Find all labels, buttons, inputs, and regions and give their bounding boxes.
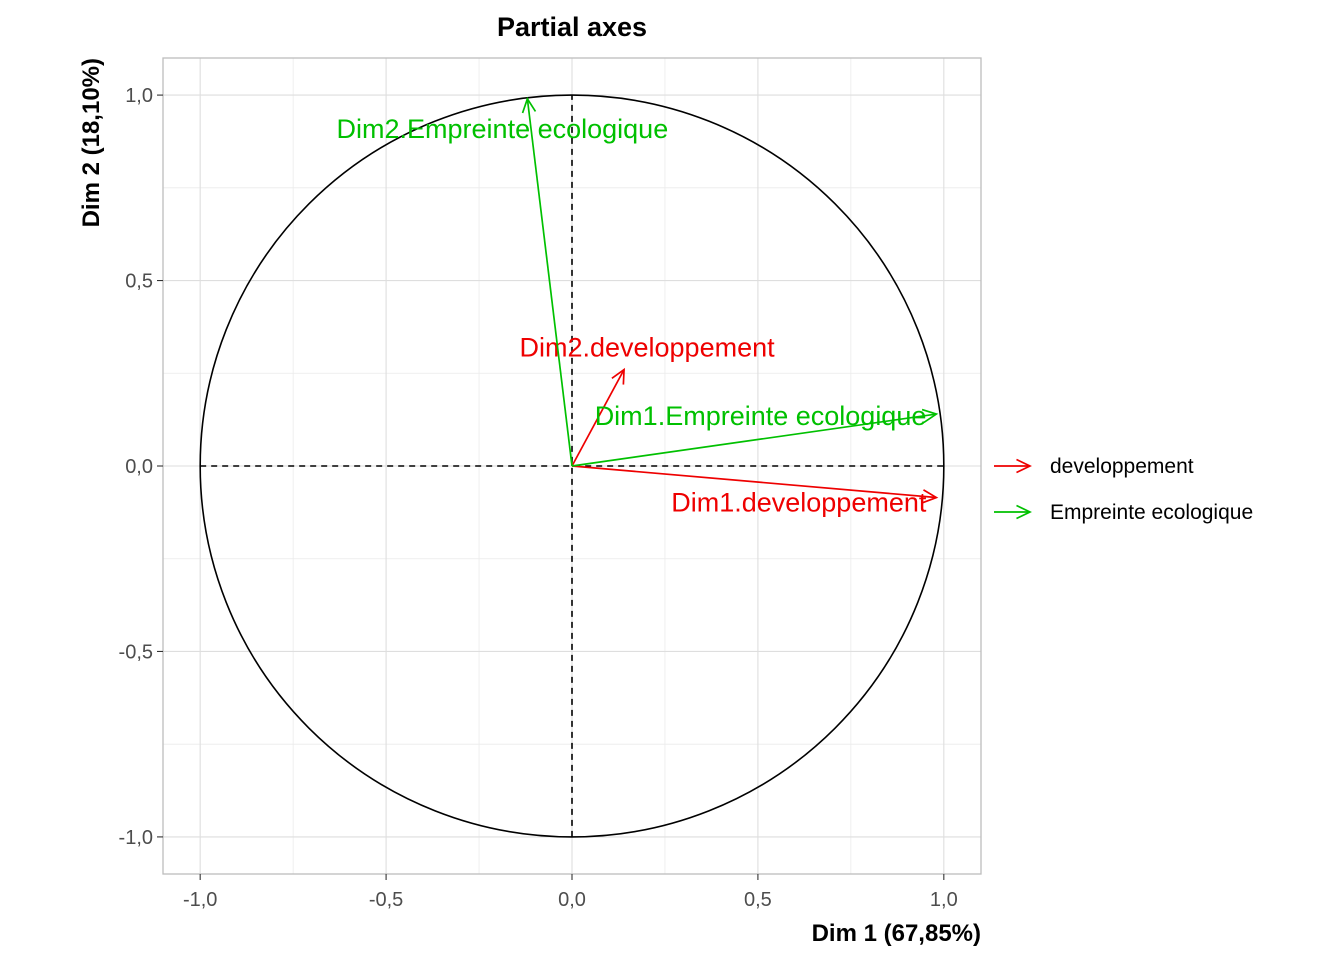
x-tick-label: 0,0: [558, 889, 586, 911]
vector-arrow-head: [521, 96, 537, 114]
vector-label: Dim1.developpement: [671, 488, 927, 518]
vector-label: Dim2.developpement: [519, 333, 775, 363]
x-tick-label: -1,0: [183, 889, 217, 911]
axis-ticks: -1,0 -0,5 0,0 0,5 1,0 -1,0 -0,5 0,0 0,5 1,0: [119, 85, 958, 911]
vector-arrow-shaft: [571, 369, 625, 467]
y-tick-label: -0,5: [119, 641, 153, 663]
legend-label: Empreinte ecologique: [1050, 501, 1253, 524]
x-axis-title: Dim 1 (67,85%): [812, 920, 981, 947]
legend: developpement Empreinte ecologique: [994, 455, 1253, 524]
vector-arrow-shaft: [571, 465, 937, 499]
y-tick-label: 0,0: [125, 456, 153, 478]
vector-arrow-head: [611, 367, 625, 385]
y-tick-label: -1,0: [119, 827, 153, 849]
legend-key-arrow-head: [1016, 504, 1032, 520]
legend-key-arrow: [994, 504, 1032, 520]
legend-key-arrow-head: [1016, 458, 1032, 474]
vector-label: Dim1.Empreinte ecologique: [595, 401, 927, 431]
vector-label: Dim2.Empreinte ecologique: [337, 114, 669, 144]
vector-arrow: [571, 408, 939, 467]
legend-label: developpement: [1050, 455, 1194, 478]
vector-arrow: [571, 367, 625, 467]
y-tick-label: 1,0: [125, 85, 153, 107]
vector-arrow-head: [921, 408, 939, 424]
legend-item: Empreinte ecologique: [994, 501, 1253, 524]
vectors: Dim1.developpement Dim2.developpement Dim1…: [337, 96, 939, 518]
chart-title: Partial axes: [497, 12, 647, 42]
vector-arrow-shaft: [526, 98, 573, 467]
vector-arrow-shaft: [571, 413, 937, 467]
legend-key-arrow: [994, 458, 1032, 474]
vector-arrow: [571, 465, 939, 504]
vector-arrow-head: [922, 489, 939, 504]
vector-arrow: [521, 96, 573, 467]
y-tick-label: 0,5: [125, 271, 153, 293]
x-tick-label: -0,5: [369, 889, 403, 911]
legend-item: developpement: [994, 455, 1194, 478]
reference-lines: [200, 95, 944, 837]
x-tick-label: 0,5: [744, 889, 772, 911]
y-axis-title: Dim 2 (18,10%): [78, 58, 105, 227]
x-tick-label: 1,0: [930, 889, 958, 911]
